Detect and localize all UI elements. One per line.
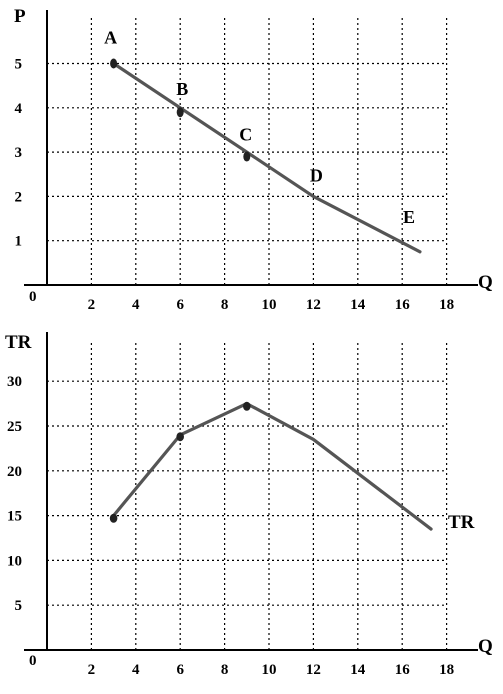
tr-chart-point-marker [176,432,184,442]
tr-chart-x-tick-label: 8 [221,662,229,678]
tr-chart-x-tick-label: 16 [395,662,411,678]
price-chart-ylabel: P [14,6,26,27]
price-chart-y-tick-label: 5 [15,57,23,73]
price-chart-x-tick-label: 14 [350,297,366,313]
price-chart-point-label: D [310,165,323,185]
tr-chart-y-tick-label: 25 [7,419,22,435]
tr-chart-series-label: TR [448,512,475,533]
tr-chart-point-marker [243,401,251,411]
tr-chart-tick-labels: 2 4 6 8 10 12 14 16 18 5 10 15 20 25 30 [7,374,454,678]
tr-chart-ylabel: TR [5,332,32,353]
tr-chart-y-tick-label: 5 [15,598,23,614]
price-chart-x-tick-label: 12 [306,297,321,313]
tr-chart-y-tick-label: 10 [7,553,22,569]
price-chart-origin-label: 0 [29,289,37,305]
tr-chart-origin-label: 0 [29,653,37,669]
price-chart-point-marker [110,58,118,69]
price-chart-point-marker [243,151,251,162]
tr-chart-x-tick-label: 2 [88,662,96,678]
price-chart-x-tick-label: 16 [395,297,411,313]
tr-chart-x-tick-label: 10 [262,662,277,678]
total-revenue-chart: 2 4 6 8 10 12 14 16 18 5 10 15 20 25 30 TR Q 0 TR [5,332,493,678]
tr-chart-series [109,401,433,531]
tr-chart-x-tick-label: 4 [132,662,140,678]
tr-chart-x-tick-label: 18 [439,662,454,678]
tr-chart-x-tick-label: 6 [176,662,184,678]
tr-chart-x-tick-label: 12 [306,662,321,678]
price-chart-line [111,61,422,254]
price-chart-point-label: B [176,79,188,99]
price-chart-y-tick-label: 4 [15,101,23,117]
price-chart-y-tick-label: 3 [15,145,23,161]
price-chart-x-tick-label: 2 [88,297,96,313]
price-chart-axes [24,10,478,286]
price-chart-x-tick-label: 18 [439,297,454,313]
tr-chart-y-tick-label: 30 [7,374,22,390]
price-chart-x-tick-label: 10 [262,297,277,313]
price-chart-x-tick-label: 4 [132,297,140,313]
price-chart-point-marker [176,107,184,118]
tr-chart-x-tick-label: 14 [350,662,366,678]
tr-chart-line [111,402,433,531]
price-chart-x-tick-label: 6 [176,297,184,313]
price-chart-y-tick-label: 2 [15,189,23,205]
price-chart-point-label: E [403,207,415,227]
price-chart-x-tick-label: 8 [221,297,229,313]
price-chart-point-label: A [104,28,117,48]
price-chart-series: A B C D E [104,28,422,254]
tr-chart-y-tick-label: 15 [7,509,22,525]
price-chart-point-label: C [239,125,252,145]
price-chart-y-tick-label: 1 [15,234,23,250]
tr-chart-y-tick-label: 20 [7,464,22,480]
tr-chart-xlabel: Q [478,636,493,657]
tr-chart-axes [24,332,478,651]
price-chart-xlabel: Q [478,272,493,293]
tr-chart-point-marker [109,513,118,523]
